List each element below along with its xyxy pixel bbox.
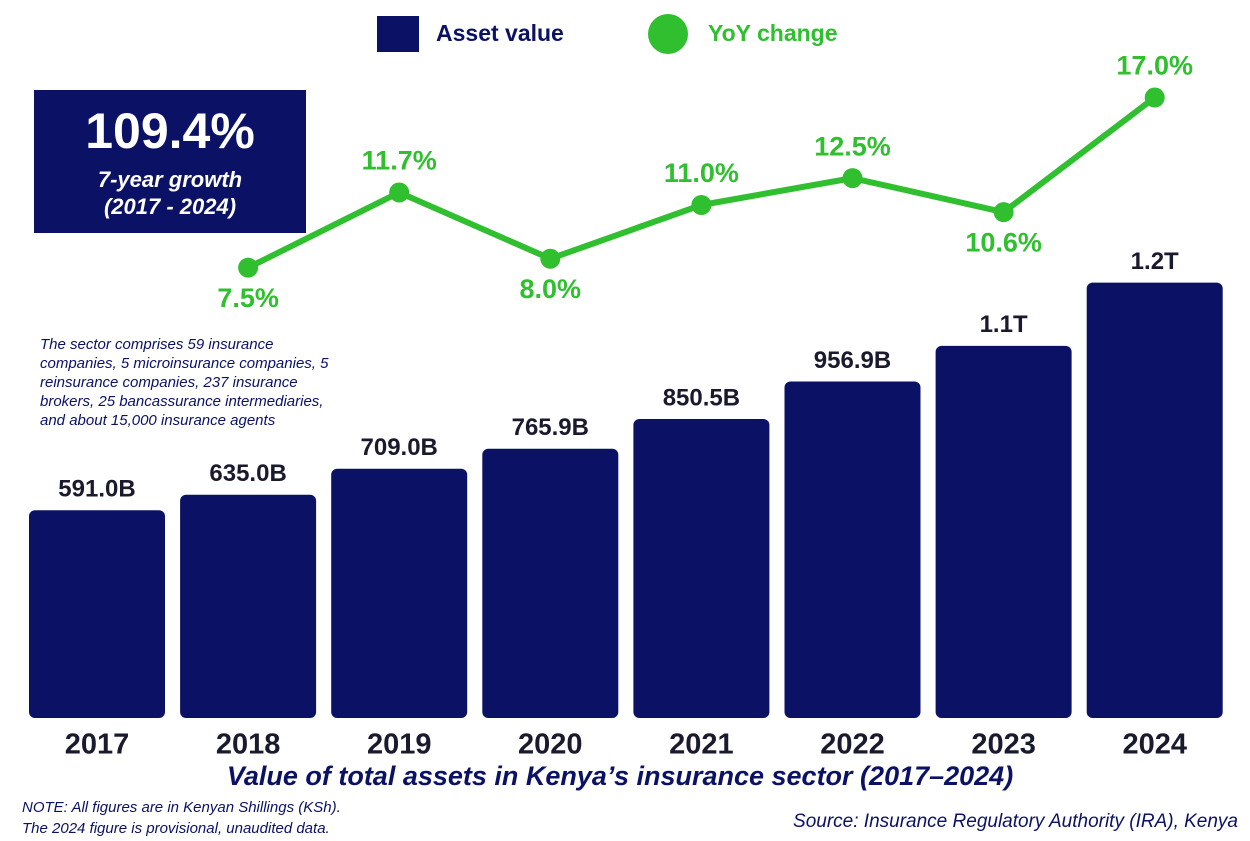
line-point: [842, 168, 863, 189]
bar: [482, 448, 619, 718]
bar: [633, 418, 770, 718]
data-label: 765.9B: [512, 414, 589, 441]
data-label: 1.2T: [1131, 248, 1179, 275]
line-point: [1144, 87, 1165, 108]
legend-label: YoY change: [708, 20, 838, 46]
note-text: reinsurance companies, 237 insurance: [40, 374, 298, 391]
x-tick-label: 2024: [1122, 729, 1187, 761]
line-point: [691, 195, 712, 215]
note-text: The sector comprises 59 insurance: [40, 336, 273, 353]
bar: [784, 381, 921, 718]
data-label: 850.5B: [663, 384, 740, 411]
callout-text: 7-year growth: [98, 167, 242, 192]
data-label: 11.7%: [362, 146, 437, 176]
legend-marker: [377, 16, 419, 52]
bar: [1086, 282, 1223, 718]
x-tick-label: 2021: [669, 729, 734, 761]
bar: [180, 494, 317, 718]
data-label: 8.0%: [520, 274, 582, 304]
data-label: 709.0B: [361, 434, 438, 461]
data-label: 956.9B: [814, 347, 891, 374]
callout-value: 109.4%: [85, 103, 255, 159]
callout-box: [34, 90, 306, 233]
x-tick-label: 2023: [971, 729, 1036, 761]
data-label: 11.0%: [664, 158, 739, 188]
note-text: brokers, 25 bancassurance intermediaries…: [40, 393, 323, 410]
bar: [935, 345, 1072, 718]
data-label: 635.0B: [209, 460, 286, 487]
footnote: The 2024 figure is provisional, unaudite…: [22, 820, 330, 837]
line-point: [389, 182, 410, 203]
x-tick-label: 2022: [820, 729, 885, 761]
line-point: [238, 257, 259, 278]
data-label: 17.0%: [1116, 51, 1193, 81]
legend-label: Asset value: [436, 20, 564, 46]
bar: [331, 468, 468, 718]
line-point: [993, 202, 1014, 223]
x-tick-label: 2019: [367, 729, 432, 761]
bar: [29, 510, 165, 718]
note-text: companies, 5 microinsurance companies, 5: [40, 355, 329, 372]
data-label: 7.5%: [217, 283, 279, 313]
data-label: 10.6%: [965, 227, 1042, 257]
chart-title: Value of total assets in Kenya’s insuran…: [227, 761, 1013, 791]
data-label: 12.5%: [814, 131, 891, 161]
data-label: 1.1T: [980, 311, 1028, 338]
legend-marker: [648, 14, 688, 54]
callout-text: (2017 - 2024): [104, 194, 236, 219]
source: Source: Insurance Regulatory Authority (…: [793, 811, 1238, 832]
footnote: NOTE: All figures are in Kenyan Shilling…: [22, 799, 341, 816]
x-tick-label: 2020: [518, 729, 583, 761]
line-point: [540, 248, 561, 269]
x-tick-label: 2017: [65, 729, 130, 761]
note-text: and about 15,000 insurance agents: [40, 412, 276, 429]
data-label: 591.0B: [58, 476, 135, 503]
x-tick-label: 2018: [216, 729, 281, 761]
